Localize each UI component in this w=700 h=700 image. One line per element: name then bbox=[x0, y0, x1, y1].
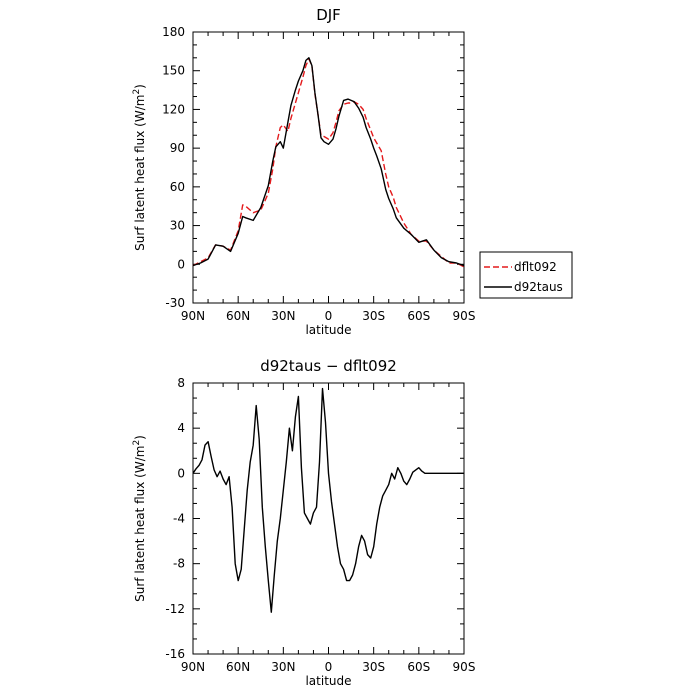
bottom-chart-title: d92taus − dflt092 bbox=[260, 357, 397, 375]
y-tick-label: 120 bbox=[162, 102, 185, 116]
x-tick-label: 0 bbox=[325, 309, 333, 323]
y-tick-label: 150 bbox=[162, 64, 185, 78]
x-tick-label: 30N bbox=[271, 660, 295, 674]
y-tick-label: -16 bbox=[165, 647, 185, 661]
x-tick-label: 90S bbox=[453, 660, 476, 674]
plot-frame bbox=[192, 382, 465, 655]
x-tick-label: 60S bbox=[407, 309, 430, 323]
y-tick-label: 8 bbox=[177, 376, 185, 390]
top-panel: DJF latitude Surf latent heat flux (W/m2… bbox=[132, 6, 475, 337]
legend-label-d92taus: d92taus bbox=[514, 280, 563, 294]
legend-label-dflt092: dflt092 bbox=[514, 260, 557, 274]
y-tick-label: 0 bbox=[177, 257, 185, 271]
x-tick-label: 0 bbox=[325, 660, 333, 674]
y-tick-label: 0 bbox=[177, 466, 185, 480]
y-tick-label: 180 bbox=[162, 25, 185, 39]
x-tick-label: 60N bbox=[226, 660, 250, 674]
y-tick-label: 90 bbox=[170, 141, 185, 155]
legend-box bbox=[479, 251, 573, 299]
y-tick-label: -4 bbox=[173, 512, 185, 526]
bottom-panel: d92taus − dflt092 latitude Surf latent h… bbox=[132, 357, 475, 688]
top-x-axis-label: latitude bbox=[305, 323, 351, 337]
y-tick-label: -8 bbox=[173, 557, 185, 571]
y-tick-label: -12 bbox=[165, 602, 185, 616]
series-line-dflt092 bbox=[192, 58, 465, 268]
x-tick-label: 90N bbox=[181, 660, 205, 674]
legend: dflt092 d92taus bbox=[479, 251, 573, 299]
series-line-series-0 bbox=[192, 387, 464, 613]
y-tick-label: 60 bbox=[170, 180, 185, 194]
x-tick-label: 30S bbox=[362, 309, 385, 323]
x-tick-label: 90S bbox=[453, 309, 476, 323]
y-tick-label: -30 bbox=[165, 296, 185, 310]
top-y-axis-label: Surf latent heat flux (W/m2) bbox=[132, 84, 147, 251]
top-chart-title: DJF bbox=[316, 6, 341, 24]
x-tick-label: 30N bbox=[271, 309, 295, 323]
x-tick-label: 60N bbox=[226, 309, 250, 323]
plot-frame bbox=[192, 31, 465, 304]
x-tick-label: 60S bbox=[407, 660, 430, 674]
bottom-y-axis-label: Surf latent heat flux (W/m2) bbox=[132, 435, 147, 602]
y-tick-label: 30 bbox=[170, 219, 185, 233]
series-line-d92taus bbox=[192, 57, 465, 267]
bottom-x-axis-label: latitude bbox=[305, 674, 351, 688]
x-tick-label: 30S bbox=[362, 660, 385, 674]
y-tick-label: 4 bbox=[177, 421, 185, 435]
x-tick-label: 90N bbox=[181, 309, 205, 323]
